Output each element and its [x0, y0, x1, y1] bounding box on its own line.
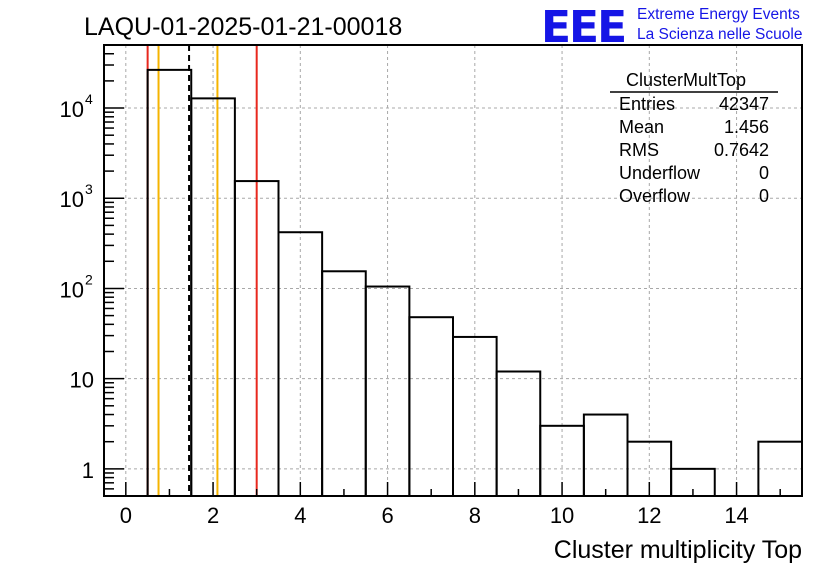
x-tick-label: 0	[120, 503, 132, 528]
y-tick-label: 10	[60, 277, 84, 302]
stats-row-value: 0.7642	[714, 140, 769, 160]
stats-row-label: Underflow	[619, 163, 701, 183]
x-tick-label: 10	[550, 503, 574, 528]
histogram-bar	[146, 68, 193, 497]
y-tick-label: 10	[60, 187, 84, 212]
stats-box: ClusterMultTop Entries 42347 Mean 1.456 RMS 0…	[610, 70, 778, 206]
x-axis-title: Cluster multiplicity Top	[554, 536, 802, 564]
y-tick-exponent: 3	[85, 181, 93, 197]
stats-box-title: ClusterMultTop	[626, 70, 746, 90]
histogram-bar	[582, 413, 629, 498]
stats-row-label: Overflow	[619, 186, 691, 206]
x-tick-label: 14	[724, 503, 748, 528]
x-tick-label: 8	[469, 503, 481, 528]
plot-frame	[103, 44, 803, 497]
histogram-bar	[495, 370, 542, 497]
y-tick-label: 1	[82, 458, 94, 483]
eee-logo: EEE Extreme Energy Events La Scienza nel…	[541, 2, 802, 53]
stats-box-rows: Entries 42347 Mean 1.456 RMS 0.7642 Underflow 0…	[619, 94, 769, 206]
logo-line-1: Extreme Energy Events	[637, 6, 800, 23]
x-tick-label: 4	[294, 503, 306, 528]
x-tick-label: 6	[381, 503, 393, 528]
chart-title: LAQU-01-2025-01-21-00018	[84, 13, 402, 41]
x-tick-label: 2	[207, 503, 219, 528]
logo-line-2: La Scienza nelle Scuole	[637, 26, 802, 43]
stats-row-label: Mean	[619, 117, 664, 137]
stats-row-value: 1.456	[724, 117, 769, 137]
stats-row-label: Entries	[619, 94, 675, 114]
stats-row-value: 0	[759, 163, 769, 183]
y-tick-exponent: 4	[85, 91, 93, 107]
marker-lines	[146, 45, 258, 496]
stats-row-value: 42347	[719, 94, 769, 114]
y-tick-label: 10	[60, 97, 84, 122]
y-tick-label: 10	[70, 368, 94, 393]
histogram-bins	[146, 68, 803, 498]
stats-row-label: RMS	[619, 140, 659, 160]
histogram-bar	[321, 270, 367, 497]
stats-row-value: 0	[759, 186, 769, 206]
y-tick-exponent: 2	[85, 271, 93, 287]
x-tick-label: 12	[637, 503, 661, 528]
